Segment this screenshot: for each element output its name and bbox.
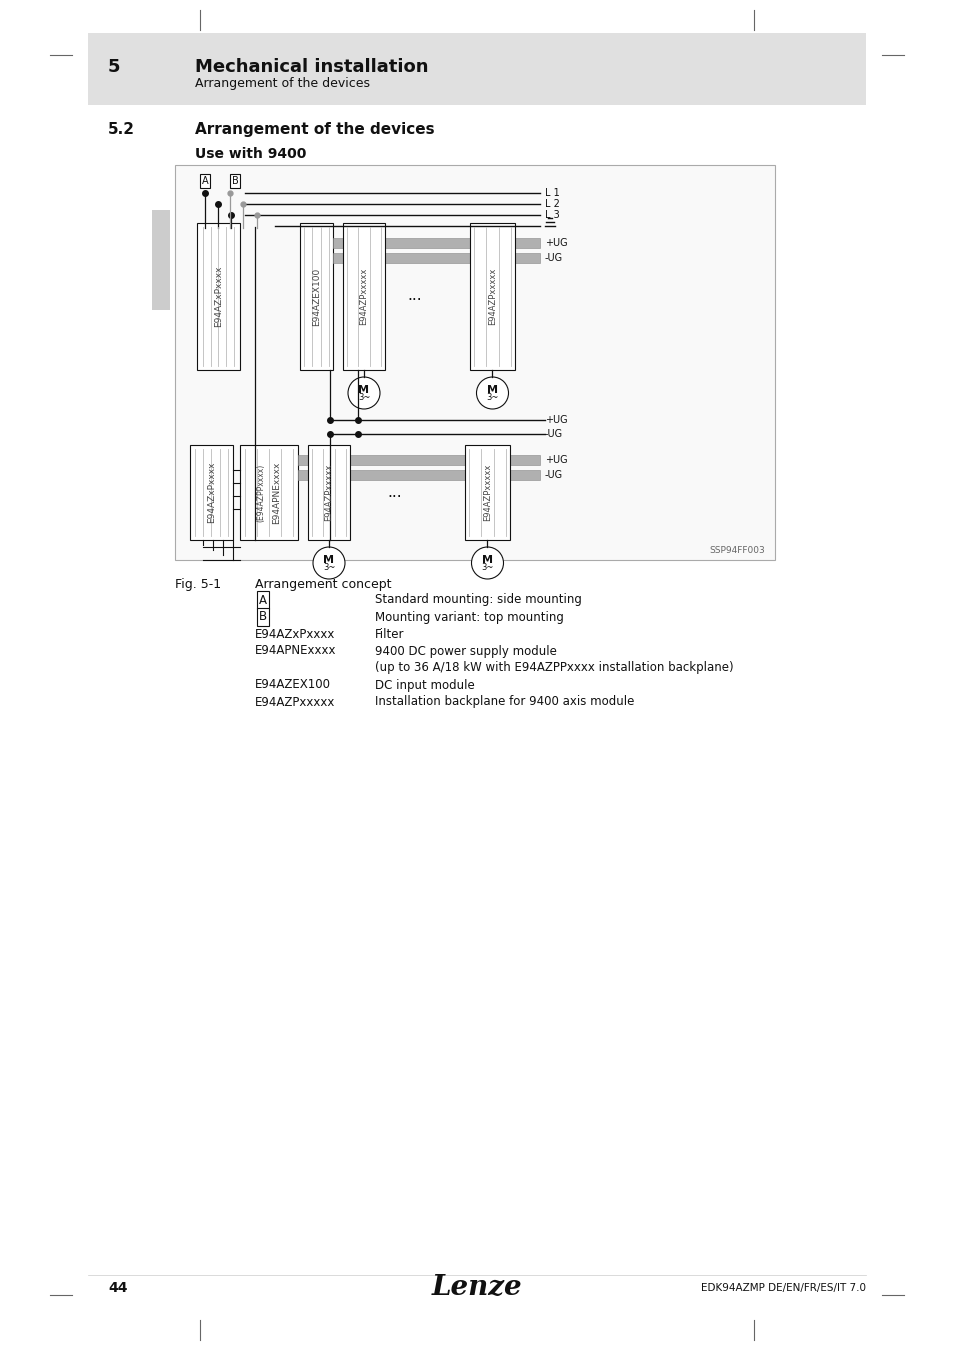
Text: E94AZEX100: E94AZEX100 [312, 267, 320, 325]
Circle shape [348, 377, 379, 409]
Bar [333, 238, 539, 248]
Text: 5: 5 [108, 58, 120, 76]
Bar [196, 223, 240, 370]
Bar [174, 165, 774, 560]
Text: Mounting variant: top mounting: Mounting variant: top mounting [375, 610, 563, 624]
Text: -UG: -UG [544, 252, 562, 263]
Text: (up to 36 A/18 kW with E94AZPPxxxx installation backplane): (up to 36 A/18 kW with E94AZPPxxxx insta… [375, 662, 733, 675]
Text: -UG: -UG [544, 470, 562, 481]
Text: Mechanical installation: Mechanical installation [194, 58, 428, 76]
Bar [333, 252, 539, 263]
Text: E94AZPxxxxx: E94AZPxxxxx [254, 695, 335, 709]
Text: L 1: L 1 [544, 188, 559, 198]
Text: 3~: 3~ [357, 393, 370, 402]
Bar [240, 446, 297, 540]
Text: E94APNExxxx: E94APNExxxx [254, 644, 336, 657]
Text: 3~: 3~ [481, 563, 493, 572]
Text: E94AZxPxxxx: E94AZxPxxxx [254, 628, 335, 640]
Bar [343, 223, 385, 370]
Circle shape [476, 377, 508, 409]
Text: B: B [232, 176, 238, 186]
Text: Standard mounting: side mounting: Standard mounting: side mounting [375, 594, 581, 606]
Text: E94AZPxxxxx: E94AZPxxxxx [359, 267, 368, 325]
Text: Lenze: Lenze [432, 1274, 521, 1301]
Text: DC input module: DC input module [375, 679, 475, 691]
Text: +UG: +UG [544, 238, 567, 248]
Bar [470, 223, 515, 370]
Circle shape [313, 547, 345, 579]
Bar [297, 470, 539, 481]
Text: +UG: +UG [544, 414, 567, 425]
Text: E94AZEX100: E94AZEX100 [254, 679, 331, 691]
Text: Use with 9400: Use with 9400 [194, 147, 306, 161]
Circle shape [471, 547, 503, 579]
Text: E94AZPxxxxx: E94AZPxxxxx [482, 464, 492, 521]
Text: M: M [358, 385, 369, 396]
Text: 3~: 3~ [322, 563, 335, 572]
Text: M: M [481, 555, 493, 566]
Text: 9400 DC power supply module: 9400 DC power supply module [375, 644, 557, 657]
Text: Arrangement concept: Arrangement concept [254, 578, 391, 591]
Text: Arrangement of the devices: Arrangement of the devices [194, 77, 370, 90]
Text: SSP94FF003: SSP94FF003 [708, 545, 764, 555]
Text: A: A [258, 594, 267, 606]
Bar [88, 32, 865, 105]
Bar [299, 223, 333, 370]
Text: 5.2: 5.2 [108, 122, 135, 136]
Text: EDK94AZMP DE/EN/FR/ES/IT 7.0: EDK94AZMP DE/EN/FR/ES/IT 7.0 [700, 1282, 865, 1293]
Bar [190, 446, 233, 540]
Bar [297, 455, 539, 464]
Text: Filter: Filter [375, 628, 404, 640]
Bar [152, 211, 170, 310]
Text: E94AZxPxxxx: E94AZxPxxxx [207, 462, 215, 524]
Text: B: B [258, 610, 267, 624]
Text: Fig. 5-1: Fig. 5-1 [174, 578, 221, 591]
Text: ...: ... [387, 485, 402, 500]
Text: +UG: +UG [544, 455, 567, 464]
Text: L 3: L 3 [544, 211, 559, 220]
Text: (E94AZPPxxxx): (E94AZPPxxxx) [256, 463, 265, 521]
Bar [464, 446, 510, 540]
Text: E94AZPxxxxx: E94AZPxxxxx [324, 464, 334, 521]
Text: E94AZPxxxxx: E94AZPxxxxx [488, 267, 497, 325]
Text: M: M [323, 555, 335, 566]
Text: A: A [201, 176, 208, 186]
Text: L 2: L 2 [544, 198, 559, 209]
Bar [308, 446, 350, 540]
Text: M: M [486, 385, 497, 396]
Text: -UG: -UG [544, 429, 562, 439]
Text: 44: 44 [108, 1281, 128, 1295]
Text: Installation backplane for 9400 axis module: Installation backplane for 9400 axis mod… [375, 695, 634, 709]
Text: 3~: 3~ [486, 393, 498, 402]
Text: Arrangement of the devices: Arrangement of the devices [194, 122, 435, 136]
Text: E94AZxPxxxx: E94AZxPxxxx [213, 266, 223, 327]
Text: ...: ... [407, 288, 422, 302]
Text: E94APNExxxx: E94APNExxxx [273, 462, 281, 524]
